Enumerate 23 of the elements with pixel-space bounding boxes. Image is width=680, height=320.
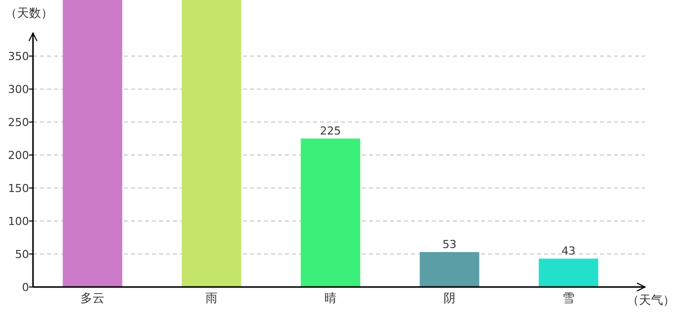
bar [420, 252, 480, 287]
y-tick-label: 200 [8, 149, 29, 162]
y-tick-label: 350 [8, 50, 29, 64]
y-tick-label: 300 [8, 83, 29, 96]
x-axis-title: （天气） [627, 293, 675, 307]
y-axis-title: （天数） [5, 6, 53, 20]
x-tick-label: 多云 [80, 291, 104, 305]
x-tick-label: 阴 [444, 291, 456, 305]
bar [300, 138, 360, 287]
y-tick-label: 0 [22, 281, 29, 294]
y-tick-label: 50 [15, 248, 29, 262]
data-label: 53 [442, 238, 456, 252]
y-tick-label: 100 [8, 215, 29, 228]
bar [62, 0, 122, 287]
y-tick-label: 150 [8, 182, 29, 196]
y-tick-label: 250 [8, 116, 29, 130]
x-tick-label: 晴 [324, 291, 336, 305]
bar [538, 258, 598, 287]
data-label: 225 [320, 124, 341, 138]
x-tick-label: 雨 [206, 291, 218, 305]
bar [182, 0, 242, 287]
data-label: 43 [562, 244, 576, 258]
x-tick-label: 雪 [562, 291, 574, 305]
